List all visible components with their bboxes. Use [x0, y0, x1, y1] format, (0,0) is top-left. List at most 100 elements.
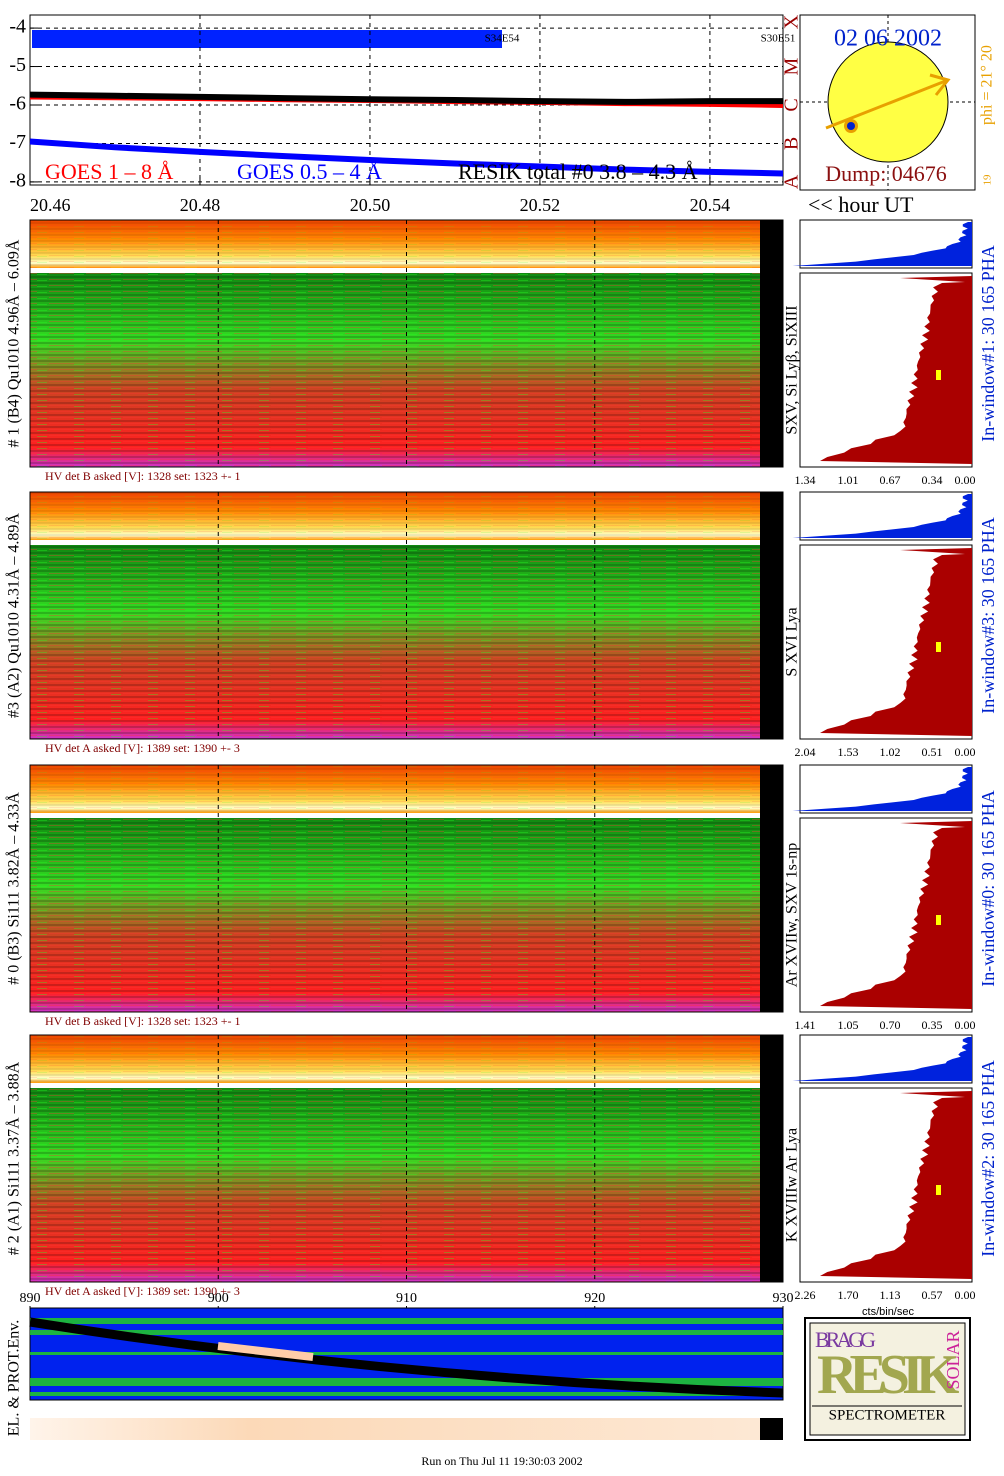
env-band — [30, 1330, 783, 1335]
x-tick-label: 20.54 — [690, 195, 731, 215]
dead-column — [760, 1035, 783, 1282]
hist-tick-label: 2.04 — [795, 745, 816, 759]
frame-tick-label: 930 — [773, 1291, 794, 1306]
hv-status: HV det A asked [V]: 1389 set: 1390 +- 3 — [45, 1284, 240, 1298]
hv-status: HV det B asked [V]: 1328 set: 1323 +- 1 — [45, 1014, 241, 1028]
hist-tick-label: 1.01 — [838, 473, 859, 487]
x-axis-label: << hour UT — [808, 192, 914, 217]
main-heatmap-texture — [30, 1088, 760, 1282]
hist-marker — [936, 642, 941, 652]
window-label: In-window#0: 30 165 PHA — [978, 790, 998, 987]
hist-tick-label: 1.41 — [795, 1018, 816, 1032]
top-heatmap-texture — [30, 492, 760, 540]
x-tick-label: 20.50 — [350, 195, 391, 215]
class-label: A — [781, 174, 803, 189]
event-label: S30E51 — [761, 33, 796, 45]
window-label: In-window#3: 30 165 PHA — [978, 517, 998, 714]
dead-column — [760, 765, 783, 1012]
sun-date: 02 06 2002 — [834, 26, 942, 52]
dead-column — [760, 492, 783, 739]
sun-arrow — [825, 73, 951, 130]
hist-tick-label: 0.00 — [955, 473, 976, 487]
hist-tick-label: 1.05 — [838, 1018, 859, 1032]
y-tick-label: -5 — [9, 54, 26, 76]
hist-tick-label: 1.13 — [880, 1288, 901, 1302]
x-tick-label: 20.48 — [180, 195, 221, 215]
class-label: M — [781, 57, 803, 75]
line-label: S XVI Lya — [784, 607, 801, 676]
top-heatmap-texture — [30, 765, 760, 813]
goes-line — [29, 138, 784, 177]
hist-tick-label: 0.67 — [880, 473, 901, 487]
hist-tick-label: 1.34 — [795, 473, 816, 487]
logo-top: BRAGG — [815, 1327, 876, 1352]
hist-tick-label: 0.51 — [922, 745, 943, 759]
hist-marker — [936, 370, 941, 380]
env-band — [30, 1318, 783, 1324]
hist-tick-label: 0.00 — [955, 1288, 976, 1302]
hv-status: HV det A asked [V]: 1389 set: 1390 +- 3 — [45, 741, 240, 755]
detector-label: #3 (A2) Qu1010 4.31Å – 4.89Å — [5, 513, 23, 718]
x-tick-label: 20.46 — [30, 195, 71, 215]
count-histogram — [820, 1091, 972, 1279]
sun-dump: Dump: 04676 — [825, 161, 947, 186]
hist-tick-label: 0.57 — [922, 1288, 943, 1302]
count-histogram — [820, 821, 972, 1009]
frame-tick-label: 890 — [20, 1291, 41, 1306]
logo-main: RESIK — [817, 1344, 960, 1406]
y-tick-label: -8 — [9, 170, 26, 192]
window-label: In-window#2: 30 165 PHA — [978, 1060, 998, 1257]
hist-marker — [936, 1185, 941, 1195]
pha-histogram — [792, 1037, 972, 1081]
hist-tick-label: 1.53 — [838, 745, 859, 759]
env-curve-highlight — [217, 1342, 314, 1361]
sun-corner: 19 — [982, 174, 994, 186]
logo-side: SOLAR — [943, 1330, 963, 1389]
event-label: S34E54 — [485, 33, 520, 45]
logo-inner — [809, 1322, 966, 1436]
pha-histogram — [792, 222, 972, 266]
env-band — [30, 1392, 783, 1396]
detector-label: # 1 (B4) Qu1010 4.96Å – 6.09Å — [5, 239, 23, 447]
hist-tick-label: 0.70 — [880, 1018, 901, 1032]
line-label: K XVIIIw Ar Lya — [784, 1128, 801, 1242]
line-label: SXV, Si Lyβ, SiXIII — [784, 305, 801, 434]
main-heatmap-texture — [30, 545, 760, 739]
hv-status: HV det B asked [V]: 1328 set: 1323 +- 1 — [45, 469, 241, 483]
detector-label: # 0 (B3) Si111 3.82Å – 4.33Å — [5, 792, 23, 985]
frame-tick-label: 910 — [396, 1291, 417, 1306]
footer: Run on Thu Jul 11 19:30:03 2002 — [421, 1454, 582, 1468]
env-strip-end — [760, 1418, 783, 1440]
sun-phi: phi = 21° 20 — [979, 45, 996, 125]
window-label: In-window#1: 30 165 PHA — [978, 245, 998, 442]
top-heatmap-texture — [30, 220, 760, 268]
legend-entry: GOES 0.5 – 4 Å — [237, 159, 382, 184]
class-label: B — [781, 137, 803, 150]
hist-tick-label: 2.26 — [795, 1288, 816, 1302]
detector-label: # 2 (A1) Si111 3.37Å – 3.88Å — [5, 1061, 23, 1255]
env-band — [30, 1352, 783, 1355]
env-band — [30, 1378, 783, 1386]
legend-entry: RESIK total #0 3.8 – 4.3 Å — [458, 159, 698, 184]
pha-histogram — [792, 494, 972, 538]
count-histogram — [820, 276, 972, 464]
count-histogram — [820, 548, 972, 736]
hist-tick-label: 0.35 — [922, 1018, 943, 1032]
y-tick-label: -4 — [9, 16, 26, 38]
top-heatmap-texture — [30, 1035, 760, 1083]
hist-marker — [936, 915, 941, 925]
class-label: C — [781, 98, 803, 111]
legend-entry: GOES 1 – 8 Å — [45, 159, 173, 184]
class-label: X — [781, 14, 803, 29]
env-strip — [30, 1418, 760, 1440]
frame-tick-label: 920 — [584, 1291, 605, 1306]
x-tick-label: 20.52 — [520, 195, 561, 215]
goes-line — [29, 91, 783, 105]
active-region-core — [847, 122, 855, 130]
event-band — [32, 30, 502, 48]
hist-tick-label: 1.70 — [838, 1288, 859, 1302]
logo-name: SPECTROMETER — [829, 1407, 946, 1423]
frame-tick-label: 900 — [208, 1291, 229, 1306]
dead-column — [760, 220, 783, 467]
